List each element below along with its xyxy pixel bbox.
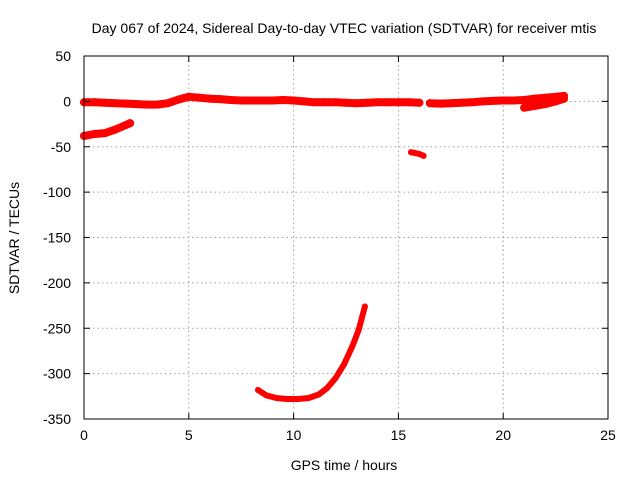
data-point [142, 100, 151, 109]
data-point [100, 129, 109, 138]
y-tick-label: 0 [63, 93, 71, 109]
x-tick-label: 25 [600, 427, 616, 443]
data-point [132, 100, 141, 109]
data-point [305, 395, 312, 402]
y-tick-label: -300 [43, 366, 71, 382]
data-point [289, 96, 298, 105]
data-point [509, 96, 518, 105]
data-point [425, 99, 434, 108]
data-point [284, 396, 291, 403]
data-point [205, 94, 214, 103]
data-point [195, 93, 204, 102]
data-point [436, 99, 445, 108]
data-point [520, 96, 529, 105]
x-tick-label: 0 [80, 427, 88, 443]
data-point [247, 96, 256, 105]
data-point [342, 98, 350, 107]
axis-ticks [83, 55, 609, 420]
data-point [361, 303, 368, 310]
x-tick-label: 10 [286, 427, 302, 443]
x-tick-label: 5 [185, 427, 193, 443]
data-point [315, 391, 322, 398]
data-point [383, 98, 392, 107]
data-point [126, 119, 135, 128]
data-point [331, 98, 340, 107]
data-point [111, 99, 120, 108]
y-tick-label: -350 [43, 411, 71, 427]
y-tick-label: -200 [43, 275, 71, 291]
data-point [446, 99, 455, 108]
data-point [362, 98, 371, 107]
data-point [551, 97, 560, 106]
x-axis-label: GPS time / hours [291, 457, 398, 473]
x-tick-label: 15 [391, 427, 407, 443]
data-point [394, 98, 403, 107]
data-point [467, 98, 476, 107]
y-tick-label: 50 [55, 48, 71, 64]
data-point [121, 99, 130, 108]
data-point [163, 99, 172, 108]
data-point [488, 96, 497, 105]
data-point [174, 95, 183, 104]
data-point [90, 98, 99, 107]
data-point [373, 98, 382, 107]
y-tick-label: -100 [43, 184, 71, 200]
data-point [324, 385, 331, 392]
data-point [279, 96, 288, 105]
data-point [258, 96, 267, 105]
data-point [415, 98, 424, 107]
data-point [559, 94, 568, 103]
data-point [352, 99, 361, 108]
data-point [457, 98, 466, 107]
y-axis-label: SDTVAR / TECUs [6, 182, 22, 294]
x-tick-label: 20 [495, 427, 511, 443]
data-point [520, 103, 529, 112]
x-tick-labels: 0 5 10 15 20 25 [80, 427, 616, 443]
data-point [530, 94, 539, 103]
y-tick-label: -50 [51, 139, 71, 155]
data-point [340, 361, 347, 368]
data-point [294, 396, 301, 403]
data-point [90, 130, 99, 139]
data-point [321, 98, 330, 107]
data-point [268, 96, 277, 105]
data-point [310, 98, 319, 107]
y-tick-labels: 50 0 -50 -100 -150 -200 -250 -300 -350 [43, 48, 71, 427]
data-point [111, 125, 120, 134]
data-point [300, 97, 309, 106]
data-point [184, 92, 193, 101]
data-point [478, 97, 487, 106]
chart-title: Day 067 of 2024, Sidereal Day-to-day VTE… [92, 20, 597, 36]
data-point [332, 375, 339, 382]
data-point [273, 395, 280, 402]
y-tick-label: -250 [43, 320, 71, 336]
data-point [100, 98, 109, 107]
data-point [530, 101, 539, 110]
data-point [216, 95, 225, 104]
data-point [263, 392, 270, 399]
data-point [254, 386, 261, 393]
data-point [349, 343, 356, 350]
data-point [153, 100, 162, 109]
data-point [226, 96, 235, 105]
data-point [404, 98, 413, 107]
data-point [541, 100, 550, 109]
y-tick-label: -150 [43, 230, 71, 246]
data-point [237, 96, 246, 105]
data-series [80, 91, 568, 403]
data-point [499, 96, 508, 105]
data-point [420, 152, 427, 159]
data-point [355, 327, 362, 334]
